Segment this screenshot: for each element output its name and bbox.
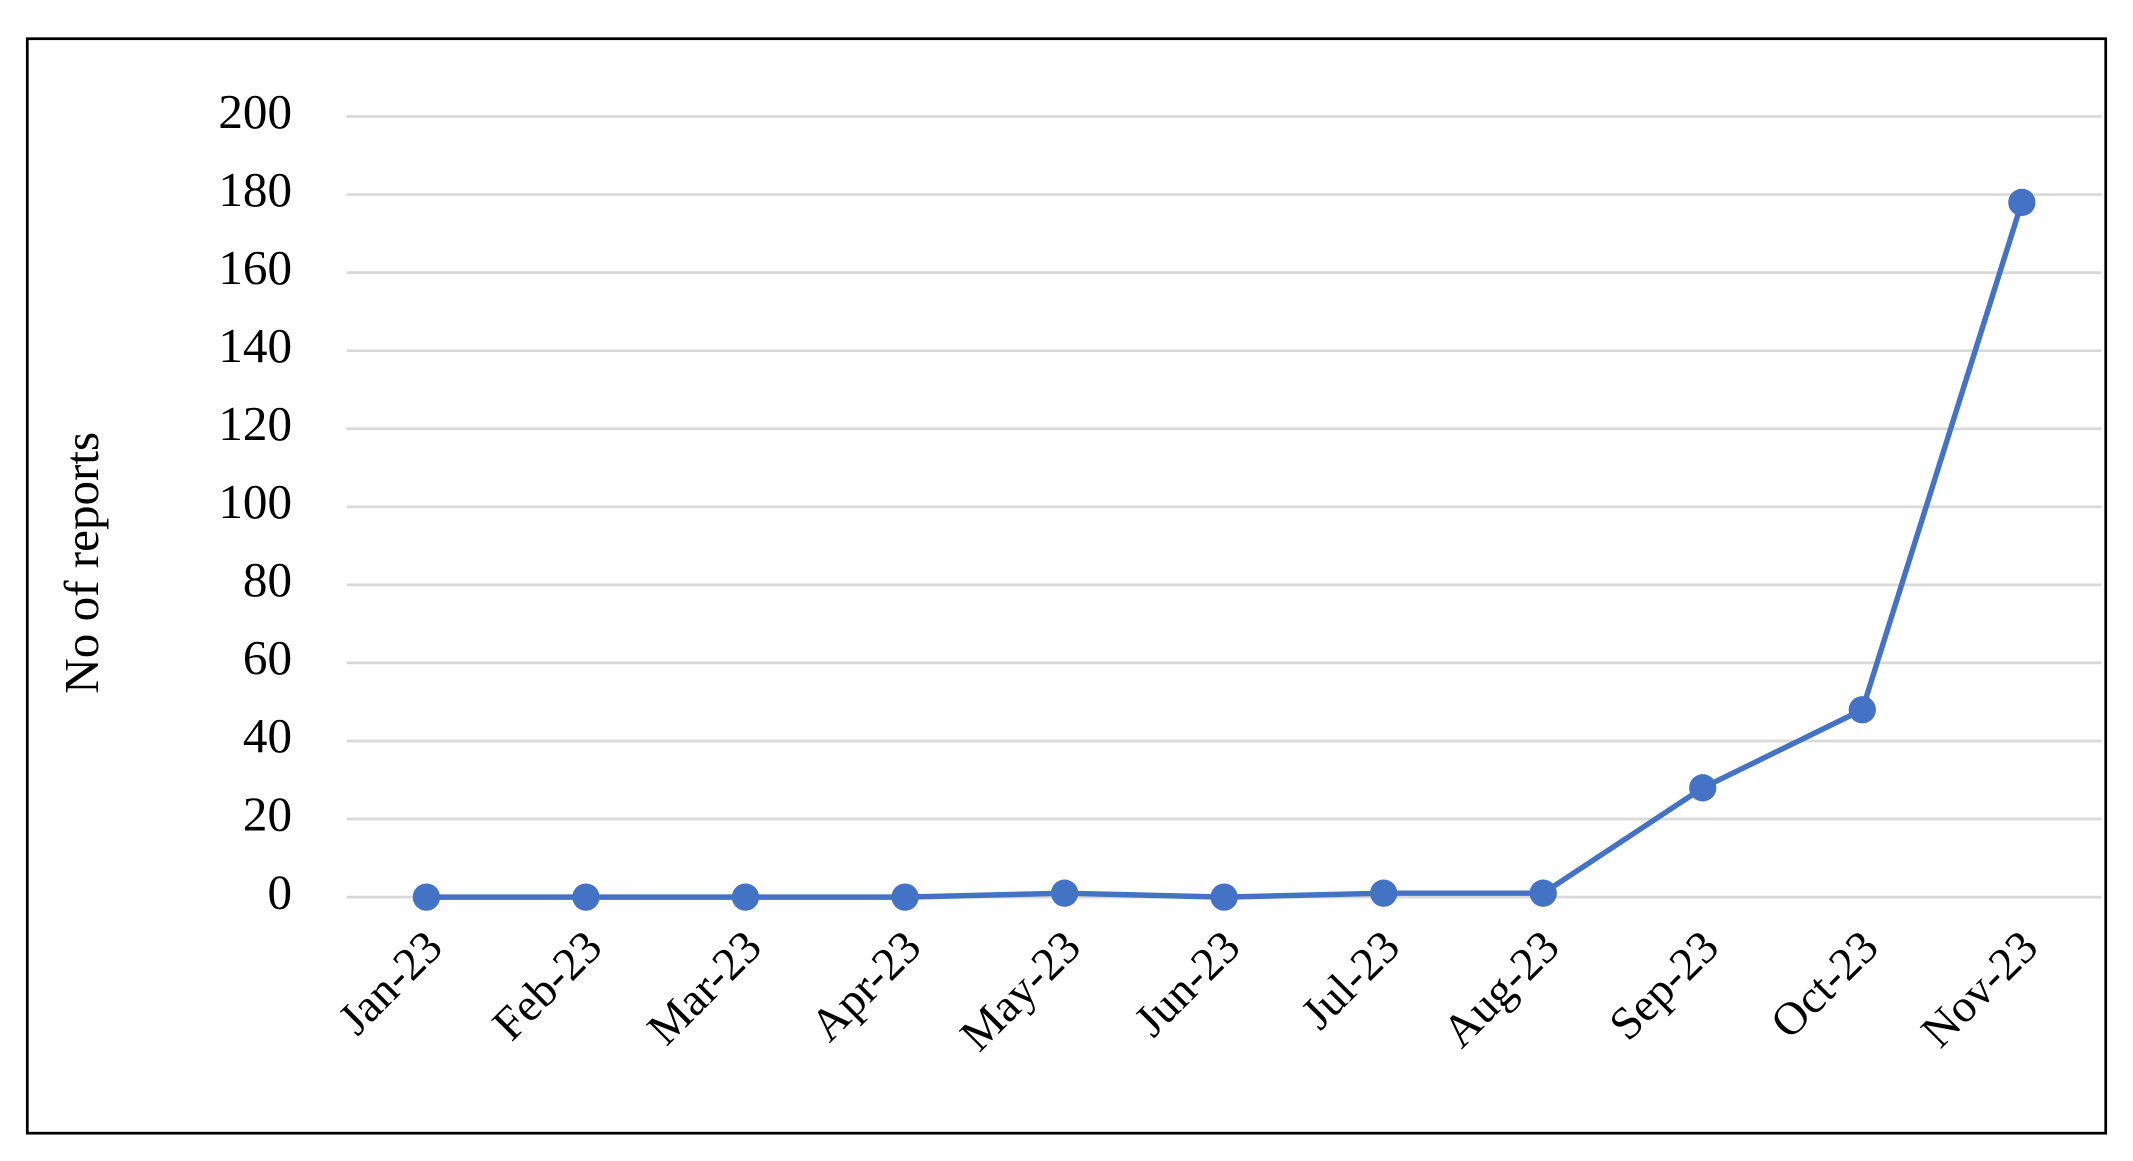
y-axis-label: No of reports — [54, 432, 109, 694]
point — [412, 883, 441, 911]
y-tick-label: 200 — [218, 84, 292, 139]
point — [1210, 883, 1238, 911]
point — [2008, 188, 2036, 217]
point — [1370, 879, 1398, 907]
y-tick-label: 160 — [218, 240, 292, 295]
y-tick-label: 0 — [267, 864, 292, 919]
y-tick-label: 120 — [218, 396, 292, 451]
y-tick-label: 80 — [243, 552, 292, 607]
point — [1050, 879, 1079, 907]
point — [731, 883, 760, 911]
point — [1848, 696, 1876, 724]
y-tick-label: 100 — [218, 474, 292, 529]
y-tick-label: 140 — [218, 318, 292, 373]
y-tick-label: 180 — [218, 162, 292, 217]
y-tick-label: 20 — [243, 786, 292, 841]
point — [572, 883, 600, 911]
point — [891, 883, 919, 911]
y-tick-label: 60 — [243, 630, 292, 685]
point — [1689, 774, 1717, 802]
point — [1529, 879, 1557, 907]
y-tick-label: 40 — [243, 708, 292, 763]
